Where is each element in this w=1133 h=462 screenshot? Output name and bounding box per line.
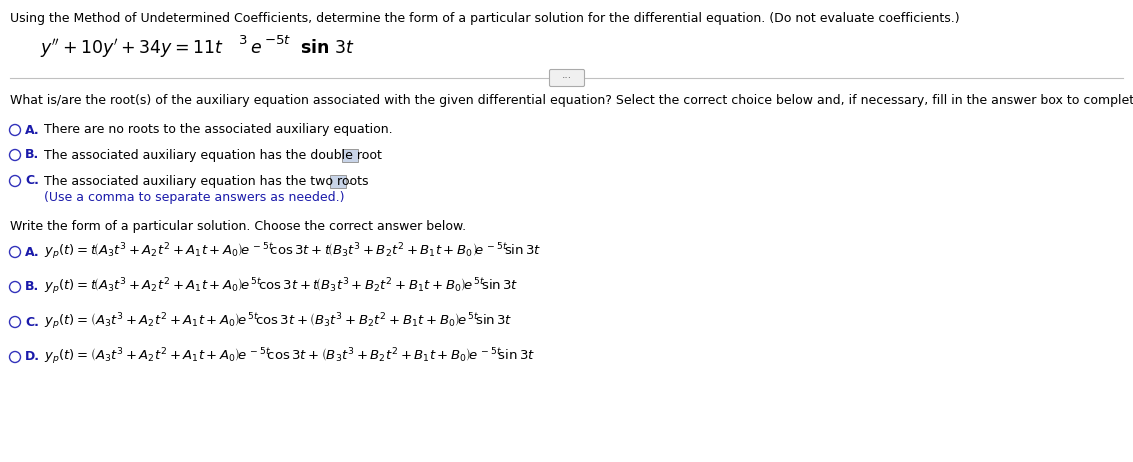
Text: The associated auxiliary equation has the double root: The associated auxiliary equation has th… — [44, 148, 382, 162]
Text: $-5t$: $-5t$ — [264, 35, 291, 48]
Text: There are no roots to the associated auxiliary equation.: There are no roots to the associated aux… — [44, 123, 393, 136]
FancyBboxPatch shape — [342, 148, 358, 162]
Text: C.: C. — [25, 175, 39, 188]
Text: What is/are the root(s) of the auxiliary equation associated with the given diff: What is/are the root(s) of the auxiliary… — [10, 94, 1133, 107]
Text: $\mathbf{sin}\ 3t$: $\mathbf{sin}\ 3t$ — [300, 39, 355, 57]
Text: $y_p(t) = t\!\left(A_3t^3 + A_2t^2 + A_1t + A_0\right)\!e^{\,-5t}\!\cos 3t + t\!: $y_p(t) = t\!\left(A_3t^3 + A_2t^2 + A_1… — [44, 242, 542, 262]
FancyBboxPatch shape — [550, 69, 585, 86]
Text: Write the form of a particular solution. Choose the correct answer below.: Write the form of a particular solution.… — [10, 220, 466, 233]
Text: D.: D. — [25, 351, 40, 364]
Text: $y'' + 10y' + 34y = 11t$: $y'' + 10y' + 34y = 11t$ — [40, 36, 223, 60]
Text: $y_p(t) = \left(A_3t^3 + A_2t^2 + A_1t + A_0\right)\!e^{\,5t}\!\cos 3t + \left(B: $y_p(t) = \left(A_3t^3 + A_2t^2 + A_1t +… — [44, 312, 512, 332]
Text: .: . — [361, 148, 365, 162]
Text: $y_p(t) = \left(A_3t^3 + A_2t^2 + A_1t + A_0\right)\!e^{\,-5t}\!\cos 3t + \left(: $y_p(t) = \left(A_3t^3 + A_2t^2 + A_1t +… — [44, 346, 535, 367]
Text: ···: ··· — [562, 73, 572, 83]
Text: .: . — [348, 175, 352, 188]
Text: Using the Method of Undetermined Coefficients, determine the form of a particula: Using the Method of Undetermined Coeffic… — [10, 12, 960, 25]
Text: The associated auxiliary equation has the two roots: The associated auxiliary equation has th… — [44, 175, 368, 188]
Text: $3$: $3$ — [238, 35, 247, 48]
Text: $y_p(t) = t\!\left(A_3t^3 + A_2t^2 + A_1t + A_0\right)\!e^{\,5t}\!\cos 3t + t\!\: $y_p(t) = t\!\left(A_3t^3 + A_2t^2 + A_1… — [44, 277, 519, 298]
Text: $e$: $e$ — [250, 39, 262, 57]
Text: C.: C. — [25, 316, 39, 328]
Text: B.: B. — [25, 148, 40, 162]
Text: A.: A. — [25, 245, 40, 259]
Text: A.: A. — [25, 123, 40, 136]
Text: B.: B. — [25, 280, 40, 293]
FancyBboxPatch shape — [330, 175, 346, 188]
Text: (Use a comma to separate answers as needed.): (Use a comma to separate answers as need… — [44, 190, 344, 203]
